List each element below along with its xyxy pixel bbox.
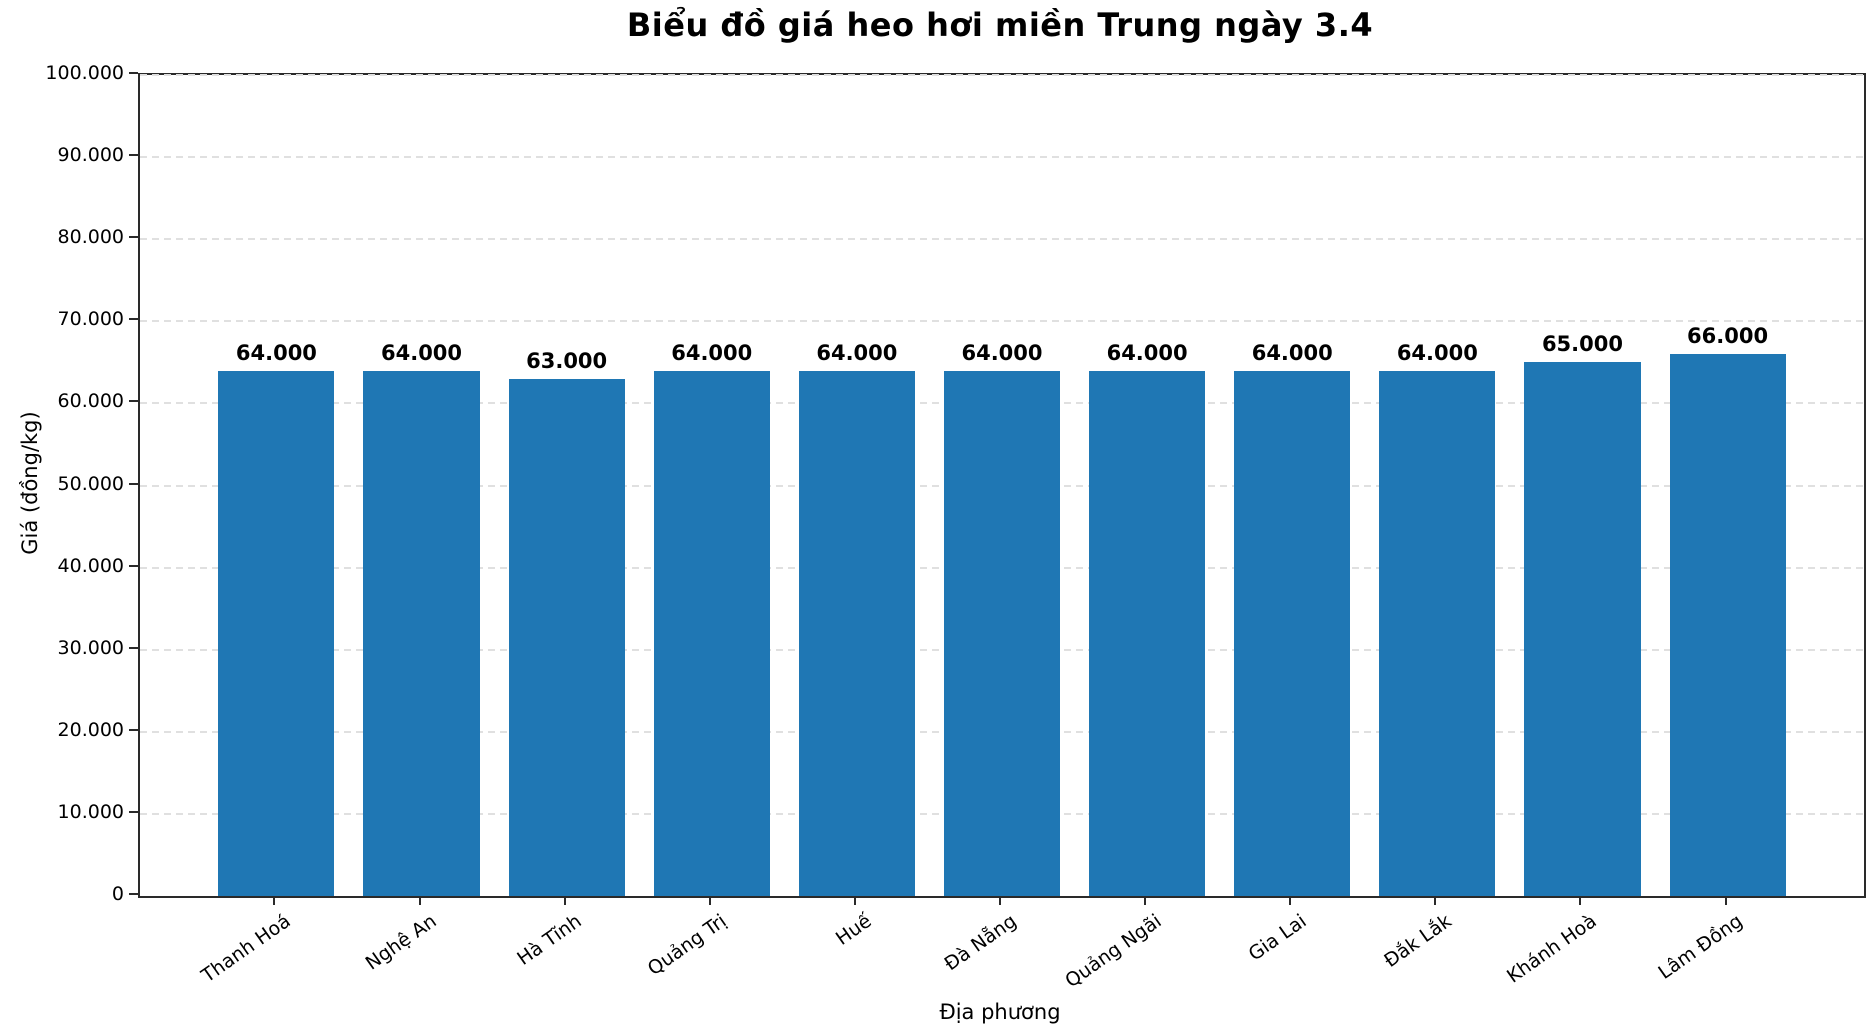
x-tick-label: Thanh Hoá bbox=[198, 910, 296, 988]
x-tick-label: Khánh Hoà bbox=[1503, 910, 1602, 988]
bar-value-label: 64.000 bbox=[380, 340, 463, 365]
y-tick-mark bbox=[129, 154, 138, 157]
y-tick-mark bbox=[129, 810, 138, 813]
gridline bbox=[140, 74, 1864, 76]
bar-value-label: 64.000 bbox=[671, 340, 753, 365]
bar bbox=[1089, 370, 1206, 896]
x-tick-mark bbox=[273, 896, 276, 905]
x-tick-mark bbox=[1144, 896, 1147, 905]
y-tick-mark bbox=[129, 893, 138, 895]
bar bbox=[508, 378, 625, 896]
bar bbox=[363, 370, 480, 896]
bar-value-label: 66.000 bbox=[1687, 324, 1769, 349]
bar-value-label: 64.000 bbox=[816, 340, 898, 365]
plot-area: 64.000 64.000 63.000 64.000 64.000 64.000 64.0… bbox=[138, 73, 1866, 898]
bar-value-label: 64.000 bbox=[1251, 340, 1333, 365]
bar-value-label: 63.000 bbox=[526, 348, 608, 373]
x-tick-label: Quảng Ngãi bbox=[1061, 910, 1166, 993]
x-tick-mark bbox=[1724, 896, 1727, 905]
x-tick-label: Lâm Đồng bbox=[1653, 910, 1747, 984]
y-tick-label: 90.000 bbox=[57, 144, 124, 167]
x-tick-label: Đắk Lắk bbox=[1380, 910, 1456, 972]
bar-value-label: 65.000 bbox=[1541, 332, 1623, 357]
gridline bbox=[140, 238, 1864, 241]
y-tick-label: 30.000 bbox=[57, 636, 124, 659]
bar bbox=[798, 370, 915, 896]
x-tick-mark bbox=[1289, 896, 1292, 905]
bar bbox=[943, 370, 1061, 896]
y-tick-mark bbox=[129, 564, 138, 567]
bar-value-label: 64.000 bbox=[1396, 340, 1478, 365]
x-tick-mark bbox=[999, 896, 1001, 905]
y-tick-label: 0 bbox=[111, 883, 124, 905]
y-tick-label: 40.000 bbox=[57, 554, 124, 577]
y-tick-mark bbox=[129, 646, 138, 649]
x-tick-mark bbox=[853, 896, 856, 905]
y-tick-mark bbox=[129, 728, 138, 731]
bar bbox=[653, 370, 770, 896]
x-tick-label: Gia Lai bbox=[1244, 910, 1311, 966]
y-tick-label: 100.000 bbox=[45, 62, 124, 84]
bar-value-label: 64.000 bbox=[961, 340, 1043, 365]
bar-value-label: 64.000 bbox=[235, 340, 317, 365]
y-tick-mark bbox=[129, 400, 138, 403]
y-tick-mark bbox=[129, 236, 138, 239]
y-tick-mark bbox=[129, 482, 138, 485]
x-tick-label: Quảng Trị bbox=[643, 910, 731, 981]
y-tick-label: 50.000 bbox=[57, 472, 124, 495]
y-tick-label: 80.000 bbox=[57, 226, 124, 249]
bar bbox=[218, 370, 335, 896]
gridline bbox=[140, 320, 1864, 323]
y-tick-mark bbox=[129, 72, 138, 74]
x-tick-label: Hà Tĩnh bbox=[512, 910, 586, 970]
bar bbox=[1524, 362, 1641, 896]
y-tick-mark bbox=[129, 318, 138, 321]
chart-title: Biểu đồ giá heo hơi miền Trung ngày 3.4 bbox=[626, 6, 1374, 44]
x-tick-mark bbox=[418, 896, 421, 905]
x-axis-title: Địa phương bbox=[939, 1000, 1061, 1024]
bar bbox=[1234, 370, 1351, 896]
x-tick-mark bbox=[708, 896, 711, 905]
bars-layer: 64.000 64.000 63.000 64.000 64.000 64.000 64.0… bbox=[140, 75, 1864, 896]
y-tick-label: 10.000 bbox=[57, 800, 124, 823]
x-tick-label: Nghệ An bbox=[361, 910, 441, 975]
x-tick-label: Đà Nẵng bbox=[940, 910, 1021, 976]
gridline bbox=[140, 156, 1864, 159]
x-tick-mark bbox=[1579, 896, 1582, 905]
y-tick-label: 60.000 bbox=[57, 390, 124, 413]
x-tick-mark bbox=[563, 896, 566, 905]
x-tick-label: Huế bbox=[831, 910, 876, 950]
y-tick-label: 20.000 bbox=[57, 718, 124, 741]
y-tick-label: 70.000 bbox=[57, 308, 124, 331]
x-tick-mark bbox=[1434, 896, 1437, 905]
bar bbox=[1669, 354, 1786, 896]
bar bbox=[1379, 370, 1496, 896]
bar-value-label: 64.000 bbox=[1106, 340, 1188, 365]
